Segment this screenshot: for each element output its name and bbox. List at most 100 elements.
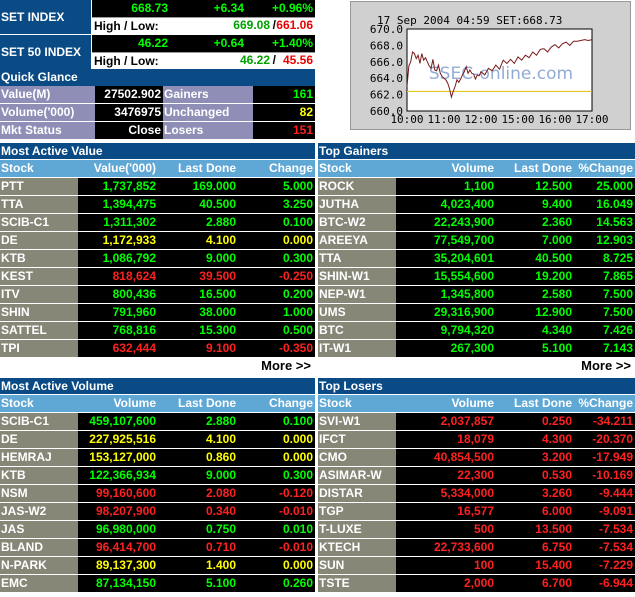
table-row[interactable]: ASIMAR-W 22,300 0.530 -10.169 — [318, 466, 635, 484]
stock-symbol[interactable]: SHIN-W1 — [318, 268, 396, 285]
table-row[interactable]: BLAND 96,414,700 0.710 -0.010 — [0, 538, 315, 556]
stock-symbol[interactable]: ASIMAR-W — [318, 467, 396, 484]
stock-symbol[interactable]: JAS-W2 — [0, 503, 78, 520]
table-row[interactable]: JUTHA 4,023,400 9.400 16.049 — [318, 195, 635, 213]
column-header[interactable]: Volume — [451, 161, 494, 175]
stock-symbol[interactable]: CMO — [318, 449, 396, 466]
stock-symbol[interactable]: EMC — [0, 575, 78, 592]
table-row[interactable]: DE 1,172,933 4.100 0.000 — [0, 231, 315, 249]
stock-symbol[interactable]: KEST — [0, 268, 78, 285]
stock-symbol[interactable]: JUTHA — [318, 196, 396, 213]
stock-symbol[interactable]: TPI — [0, 340, 78, 357]
column-header[interactable]: Value('000) — [93, 161, 156, 175]
table-row[interactable]: SCIB-C1 459,107,600 2.880 0.100 — [0, 412, 315, 430]
table-row[interactable]: UMS 29,316,900 12.900 7.500 — [318, 303, 635, 321]
table-row[interactable]: SCIB-C1 1,311,302 2.880 0.100 — [0, 213, 315, 231]
table-row[interactable]: KEST 818,624 39.500 -0.250 — [0, 267, 315, 285]
table-row[interactable]: ITV 800,436 16.500 0.200 — [0, 285, 315, 303]
table-row[interactable]: TTA 1,394,475 40.500 3.250 — [0, 195, 315, 213]
stock-symbol[interactable]: BLAND — [0, 539, 78, 556]
stock-symbol[interactable]: DISTAR — [318, 485, 396, 502]
stock-symbol[interactable]: SHIN — [0, 304, 78, 321]
stock-symbol[interactable]: HEMRAJ — [0, 449, 78, 466]
column-header[interactable]: Stock — [319, 396, 352, 410]
stock-symbol[interactable]: BTC — [318, 322, 396, 339]
stock-symbol[interactable]: BTC-W2 — [318, 214, 396, 231]
stock-symbol[interactable]: TTA — [0, 196, 78, 213]
stock-symbol[interactable]: N-PARK — [0, 557, 78, 574]
column-header[interactable]: Last Done — [513, 396, 572, 410]
stock-symbol[interactable]: SCIB-C1 — [0, 413, 78, 430]
stock-symbol[interactable]: KTB — [0, 250, 78, 267]
table-row[interactable]: BTC 9,794,320 4.340 7.426 — [318, 321, 635, 339]
stock-symbol[interactable]: TTA — [318, 250, 396, 267]
set-index-label[interactable]: SET INDEX — [0, 0, 91, 34]
table-row[interactable]: AREEYA 77,549,700 7.000 12.903 — [318, 231, 635, 249]
table-row[interactable]: SHIN 791,960 38.000 1.000 — [0, 303, 315, 321]
table-row[interactable]: NEP-W1 1,345,800 2.580 7.500 — [318, 285, 635, 303]
column-header[interactable]: Last Done — [177, 396, 236, 410]
stock-symbol[interactable]: KTB — [0, 467, 78, 484]
column-header[interactable]: Stock — [1, 396, 34, 410]
stock-symbol[interactable]: SUN — [318, 557, 396, 574]
column-header[interactable]: %Change — [578, 396, 633, 410]
stock-symbol[interactable]: IFCT — [318, 431, 396, 448]
stock-symbol[interactable]: NSM — [0, 485, 78, 502]
column-header[interactable]: %Change — [578, 161, 633, 175]
stock-symbol[interactable]: KTECH — [318, 539, 396, 556]
table-row[interactable]: EMC 87,134,150 5.100 0.260 — [0, 574, 315, 592]
table-row[interactable]: SHIN-W1 15,554,600 19.200 7.865 — [318, 267, 635, 285]
table-row[interactable]: JAS 96,980,000 0.750 0.010 — [0, 520, 315, 538]
table-row[interactable]: TTA 35,204,601 40.500 8.725 — [318, 249, 635, 267]
column-header[interactable]: Last Done — [177, 161, 236, 175]
table-row[interactable]: KTECH 22,733,600 6.750 -7.534 — [318, 538, 635, 556]
stock-symbol[interactable]: TGP — [318, 503, 396, 520]
table-row[interactable]: TPI 632,444 9.100 -0.350 — [0, 339, 315, 357]
table-row[interactable]: SATTEL 768,816 15.300 0.500 — [0, 321, 315, 339]
stock-symbol[interactable]: SCIB-C1 — [0, 214, 78, 231]
table-row[interactable]: PTT 1,737,852 169.000 5.000 — [0, 177, 315, 195]
column-header[interactable]: Stock — [1, 161, 34, 175]
stock-symbol[interactable]: NEP-W1 — [318, 286, 396, 303]
column-header[interactable]: Last Done — [513, 161, 572, 175]
more-link[interactable]: More >> — [261, 358, 311, 373]
table-row[interactable]: CMO 40,854,500 3.200 -17.949 — [318, 448, 635, 466]
table-row[interactable]: KTB 1,086,792 9.000 0.300 — [0, 249, 315, 267]
stock-symbol[interactable]: SATTEL — [0, 322, 78, 339]
table-row[interactable]: DE 227,925,516 4.100 0.000 — [0, 430, 315, 448]
stock-symbol[interactable]: ITV — [0, 286, 78, 303]
set50-index-label[interactable]: SET 50 INDEX — [0, 35, 91, 69]
stock-symbol[interactable]: AREEYA — [318, 232, 396, 249]
more-link[interactable]: More >> — [581, 358, 631, 373]
table-row[interactable]: IT-W1 267,300 5.100 7.143 — [318, 339, 635, 357]
stock-symbol[interactable]: UMS — [318, 304, 396, 321]
stock-symbol[interactable]: T-LUXE — [318, 521, 396, 538]
column-header[interactable]: Change — [268, 396, 313, 410]
stock-symbol[interactable]: DE — [0, 431, 78, 448]
column-header[interactable]: Volume — [451, 396, 494, 410]
table-row[interactable]: IFCT 18,079 4.300 -20.370 — [318, 430, 635, 448]
column-header[interactable]: Stock — [319, 161, 352, 175]
stock-symbol[interactable]: TSTE — [318, 575, 396, 592]
table-row[interactable]: ROCK 1,100 12.500 25.000 — [318, 177, 635, 195]
column-header[interactable]: Volume — [113, 396, 156, 410]
table-row[interactable]: T-LUXE 500 13.500 -7.534 — [318, 520, 635, 538]
column-header[interactable]: Change — [268, 161, 313, 175]
table-row[interactable]: BTC-W2 22,243,900 2.360 14.563 — [318, 213, 635, 231]
set-index-chart[interactable]: 17 Sep 2004 04:59 SET:668.73 660.0 662.0 66… — [350, 1, 631, 130]
table-row[interactable]: HEMRAJ 153,127,000 0.860 0.000 — [0, 448, 315, 466]
table-row[interactable]: JAS-W2 98,207,900 0.340 -0.010 — [0, 502, 315, 520]
stock-symbol[interactable]: ROCK — [318, 178, 396, 195]
table-row[interactable]: N-PARK 89,137,300 1.400 0.000 — [0, 556, 315, 574]
stock-symbol[interactable]: SVI-W1 — [318, 413, 396, 430]
stock-symbol[interactable]: IT-W1 — [318, 340, 396, 357]
stock-symbol[interactable]: JAS — [0, 521, 78, 538]
table-row[interactable]: KTB 122,366,934 9.000 0.300 — [0, 466, 315, 484]
table-row[interactable]: TSTE 2,000 6.700 -6.944 — [318, 574, 635, 592]
stock-symbol[interactable]: PTT — [0, 178, 78, 195]
table-row[interactable]: NSM 99,160,600 2.080 -0.120 — [0, 484, 315, 502]
table-row[interactable]: SUN 100 15.400 -7.229 — [318, 556, 635, 574]
stock-symbol[interactable]: DE — [0, 232, 78, 249]
table-row[interactable]: SVI-W1 2,037,857 0.250 -34.211 — [318, 412, 635, 430]
table-row[interactable]: DISTAR 5,334,000 3.260 -9.444 — [318, 484, 635, 502]
